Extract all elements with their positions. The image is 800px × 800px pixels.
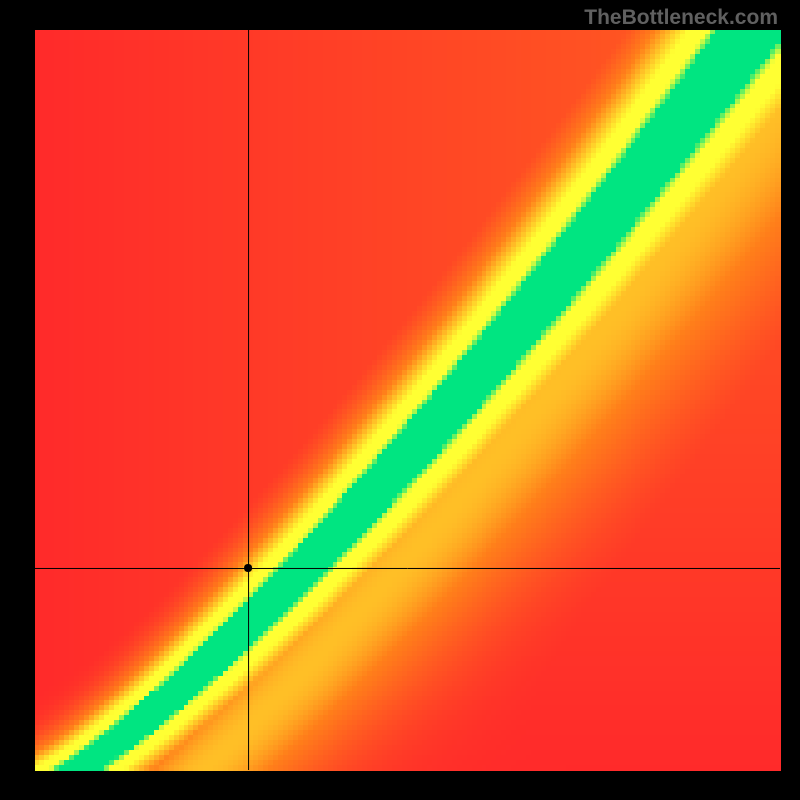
attribution-text: TheBottleneck.com xyxy=(584,6,778,30)
chart-container: TheBottleneck.com xyxy=(0,0,800,800)
bottleneck-heatmap xyxy=(0,0,800,800)
